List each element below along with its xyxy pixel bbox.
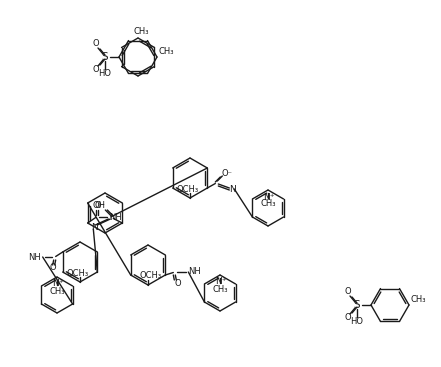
Text: O⁻: O⁻ xyxy=(95,201,106,211)
Text: NH: NH xyxy=(108,212,121,222)
Text: HO: HO xyxy=(98,69,112,79)
Text: HO: HO xyxy=(351,317,363,327)
Text: CH₃: CH₃ xyxy=(158,47,174,55)
Text: OCH₃: OCH₃ xyxy=(177,185,199,193)
Text: O⁻: O⁻ xyxy=(222,168,233,178)
Text: CH₃: CH₃ xyxy=(49,287,65,295)
Text: CH₃: CH₃ xyxy=(212,284,228,294)
Text: N: N xyxy=(91,224,98,233)
Text: O: O xyxy=(345,287,351,297)
Text: N⁺: N⁺ xyxy=(215,277,227,287)
Text: O: O xyxy=(345,313,351,323)
Text: O: O xyxy=(49,264,56,273)
Text: NH: NH xyxy=(28,252,41,262)
Text: OCH₃: OCH₃ xyxy=(140,272,162,280)
Text: CH₃: CH₃ xyxy=(260,200,276,208)
Text: O: O xyxy=(93,65,99,75)
Text: O: O xyxy=(93,40,99,48)
Text: S: S xyxy=(354,300,360,310)
Text: S: S xyxy=(102,52,108,62)
Text: CH₃: CH₃ xyxy=(133,26,149,36)
Text: NH: NH xyxy=(188,268,201,276)
Text: OCH₃: OCH₃ xyxy=(67,269,89,277)
Text: N⁺: N⁺ xyxy=(52,280,64,288)
Text: OH: OH xyxy=(92,201,105,211)
Text: N: N xyxy=(229,185,235,193)
Text: N⁺: N⁺ xyxy=(263,193,275,201)
Text: CH₃: CH₃ xyxy=(410,294,426,304)
Text: O: O xyxy=(174,279,181,287)
